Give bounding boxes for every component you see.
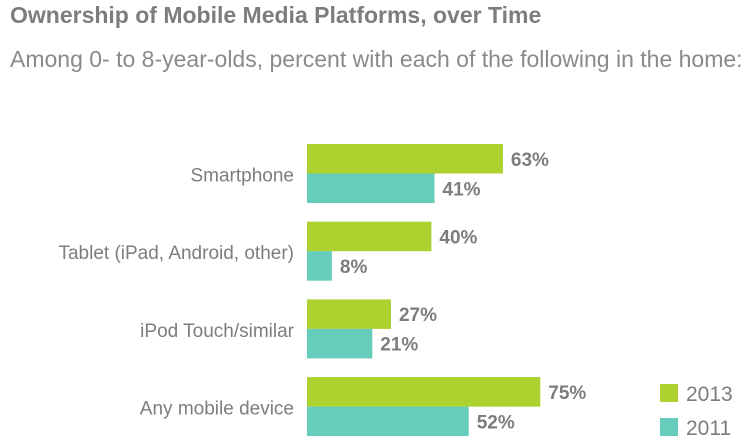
bar-2011	[307, 406, 469, 437]
chart-subtitle: Among 0- to 8-year-olds, percent with ea…	[10, 46, 743, 72]
category-label: Any mobile device	[140, 399, 294, 420]
legend-swatch-2013	[660, 384, 678, 402]
legend-swatch-2011	[660, 418, 678, 436]
bar-2013	[307, 144, 503, 174]
legend-label: 2013	[686, 383, 733, 406]
chart-title: Ownership of Mobile Media Platforms, ove…	[10, 2, 542, 28]
data-label: 41%	[443, 179, 481, 200]
data-label: 75%	[548, 383, 586, 404]
bar-2013	[307, 221, 432, 252]
data-label: 52%	[477, 412, 515, 433]
data-label: 27%	[399, 305, 437, 326]
data-label: 8%	[340, 257, 368, 278]
bar-2013	[307, 299, 391, 329]
data-label: 40%	[439, 227, 477, 248]
legend-label: 2011	[686, 417, 731, 440]
bar-2011	[307, 173, 435, 203]
bar-2011	[307, 251, 332, 281]
data-label: 63%	[511, 150, 549, 171]
category-label: Smartphone	[190, 166, 294, 187]
bar-2013	[307, 377, 541, 407]
bar-2011	[307, 328, 373, 359]
data-label: 21%	[380, 335, 418, 356]
category-label: iPod Touch/similar	[140, 321, 295, 342]
category-label: Tablet (iPad, Android, other)	[58, 243, 294, 264]
